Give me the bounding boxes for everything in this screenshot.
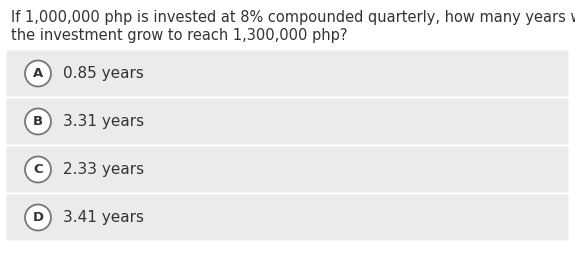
Circle shape: [25, 61, 51, 86]
FancyBboxPatch shape: [6, 98, 569, 145]
Circle shape: [25, 205, 51, 230]
Text: 0.85 years: 0.85 years: [63, 66, 144, 81]
Text: A: A: [33, 67, 43, 80]
Text: 3.31 years: 3.31 years: [63, 114, 144, 129]
Text: the investment grow to reach 1,300,000 php?: the investment grow to reach 1,300,000 p…: [11, 28, 347, 43]
Text: If 1,000,000 php is invested at 8% compounded quarterly, how many years will: If 1,000,000 php is invested at 8% compo…: [11, 10, 575, 25]
Text: 2.33 years: 2.33 years: [63, 162, 144, 177]
Text: 3.41 years: 3.41 years: [63, 210, 144, 225]
FancyBboxPatch shape: [6, 50, 569, 97]
Circle shape: [25, 157, 51, 182]
Circle shape: [25, 109, 51, 134]
Text: B: B: [33, 115, 43, 128]
FancyBboxPatch shape: [6, 194, 569, 240]
FancyBboxPatch shape: [6, 146, 569, 193]
Text: D: D: [32, 211, 44, 224]
Text: C: C: [33, 163, 43, 176]
